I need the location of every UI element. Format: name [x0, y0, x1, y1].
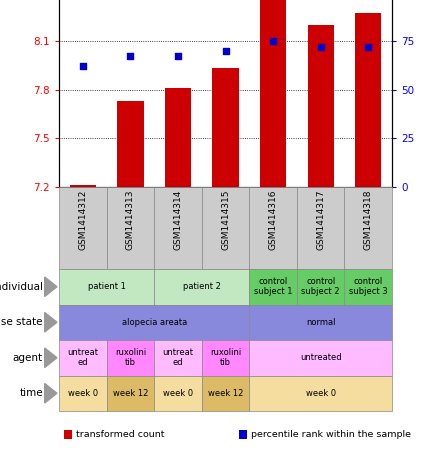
Text: patient 1: patient 1 — [88, 282, 126, 291]
Text: control
subject 3: control subject 3 — [349, 277, 388, 296]
Text: control
subject 2: control subject 2 — [301, 277, 340, 296]
Text: untreated: untreated — [300, 353, 342, 362]
Text: GSM1414315: GSM1414315 — [221, 189, 230, 250]
Bar — [117, 101, 144, 187]
Text: week 0: week 0 — [68, 389, 98, 398]
Text: ruxolini
tib: ruxolini tib — [210, 348, 241, 367]
Text: GSM1414318: GSM1414318 — [364, 189, 373, 250]
Text: individual: individual — [0, 282, 43, 292]
Text: GSM1414313: GSM1414313 — [126, 189, 135, 250]
Bar — [355, 13, 381, 187]
Text: GSM1414317: GSM1414317 — [316, 189, 325, 250]
Text: week 0: week 0 — [163, 389, 193, 398]
Text: transformed count: transformed count — [76, 430, 164, 439]
Text: control
subject 1: control subject 1 — [254, 277, 293, 296]
Point — [365, 43, 372, 50]
Text: untreat
ed: untreat ed — [162, 348, 194, 367]
Text: GSM1414312: GSM1414312 — [78, 189, 88, 250]
Point — [174, 53, 181, 60]
Bar — [70, 185, 96, 187]
Text: GSM1414316: GSM1414316 — [268, 189, 278, 250]
Text: GSM1414314: GSM1414314 — [173, 189, 183, 250]
Point — [79, 63, 86, 70]
Text: normal: normal — [306, 318, 336, 327]
Point — [222, 47, 229, 54]
Bar — [307, 24, 334, 187]
Text: week 12: week 12 — [208, 389, 243, 398]
Bar — [165, 88, 191, 187]
Point — [127, 53, 134, 60]
Text: disease state: disease state — [0, 317, 43, 327]
Text: percentile rank within the sample: percentile rank within the sample — [251, 430, 411, 439]
Point — [270, 37, 277, 44]
Text: week 12: week 12 — [113, 389, 148, 398]
Text: agent: agent — [13, 353, 43, 363]
Text: untreat
ed: untreat ed — [67, 348, 99, 367]
Text: ruxolini
tib: ruxolini tib — [115, 348, 146, 367]
Text: time: time — [19, 388, 43, 398]
Bar — [260, 0, 286, 187]
Text: week 0: week 0 — [306, 389, 336, 398]
Bar — [212, 68, 239, 187]
Text: alopecia areata: alopecia areata — [122, 318, 187, 327]
Text: patient 2: patient 2 — [183, 282, 221, 291]
Point — [317, 43, 324, 50]
